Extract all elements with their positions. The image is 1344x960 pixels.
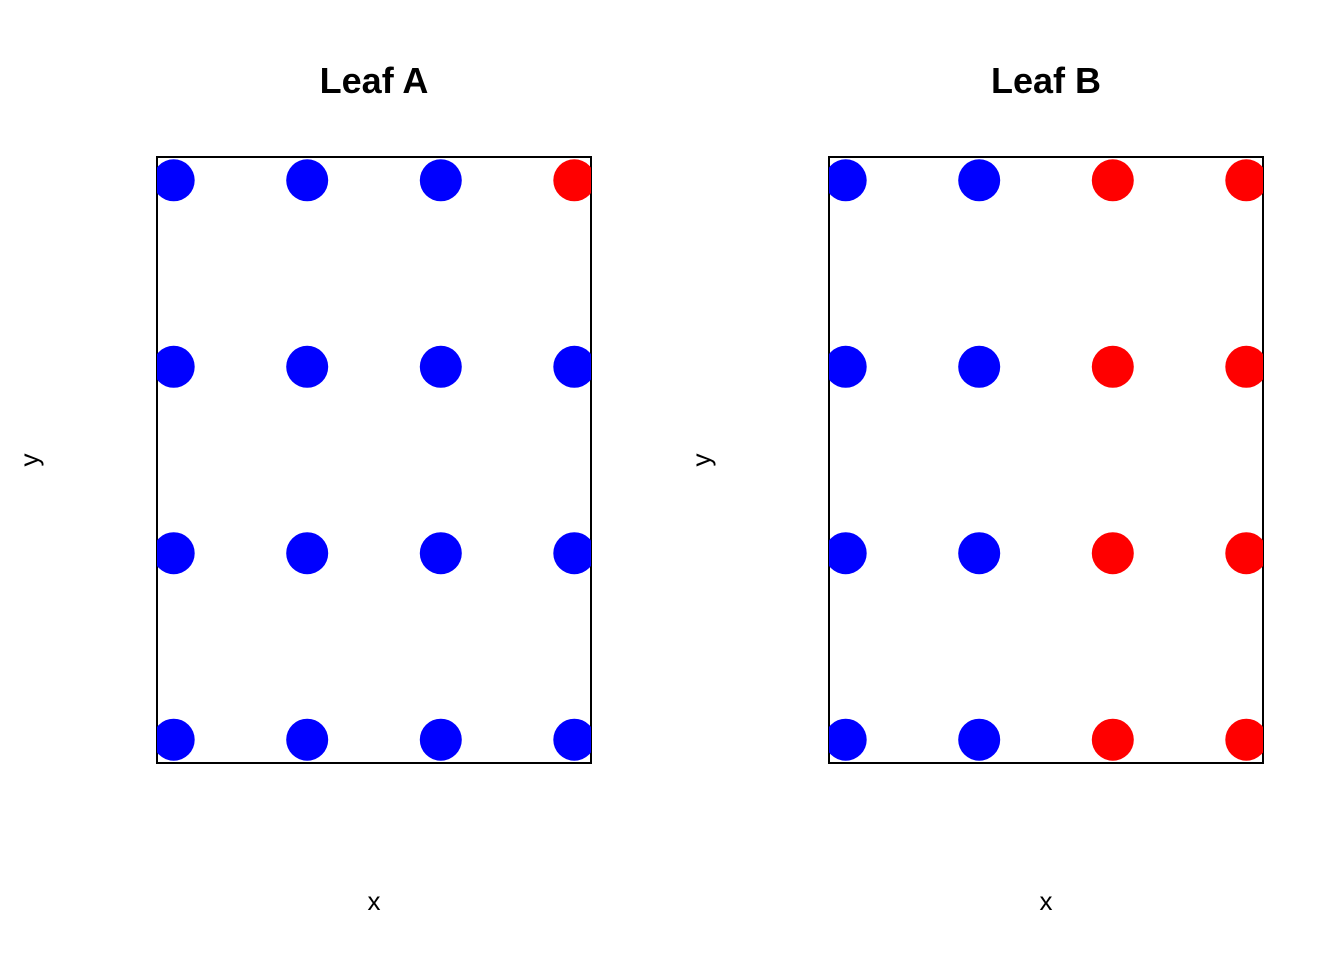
data-point-blue (553, 345, 591, 388)
data-point-blue (958, 159, 1001, 202)
data-point-red (1091, 532, 1134, 575)
data-point-blue (419, 159, 462, 202)
data-point-blue (958, 532, 1001, 575)
data-point-blue (286, 345, 329, 388)
data-point-blue (157, 718, 195, 761)
data-point-blue (286, 159, 329, 202)
data-point-blue (286, 532, 329, 575)
data-point-blue (419, 345, 462, 388)
data-point-red (1225, 345, 1263, 388)
y-axis-label: y (686, 454, 716, 467)
data-point-blue (829, 159, 867, 202)
data-point-blue (286, 718, 329, 761)
plot-area (156, 156, 592, 764)
data-point-blue (958, 345, 1001, 388)
data-point-blue (829, 532, 867, 575)
data-point-red (1091, 718, 1134, 761)
points-layer (157, 159, 591, 761)
data-point-blue (419, 532, 462, 575)
x-axis-label: x (368, 886, 381, 916)
chart-panel-leaf-a: Leaf A x y (14, 60, 592, 916)
data-point-blue (958, 718, 1001, 761)
data-point-red (553, 159, 591, 202)
data-point-blue (157, 159, 195, 202)
data-point-red (1225, 718, 1263, 761)
data-point-blue (553, 718, 591, 761)
plot-area (828, 156, 1264, 764)
data-point-blue (157, 345, 195, 388)
data-point-blue (829, 718, 867, 761)
chart-title: Leaf A (320, 60, 429, 101)
chart-panel-leaf-b: Leaf B x y (686, 60, 1264, 916)
data-point-blue (157, 532, 195, 575)
data-point-red (1225, 532, 1263, 575)
data-point-red (1091, 159, 1134, 202)
chart-title: Leaf B (991, 60, 1101, 101)
data-point-red (1091, 345, 1134, 388)
data-point-blue (553, 532, 591, 575)
data-point-blue (419, 718, 462, 761)
data-point-red (1225, 159, 1263, 202)
x-axis-label: x (1040, 886, 1053, 916)
data-point-blue (829, 345, 867, 388)
y-axis-label: y (14, 454, 44, 467)
points-layer (829, 159, 1263, 761)
